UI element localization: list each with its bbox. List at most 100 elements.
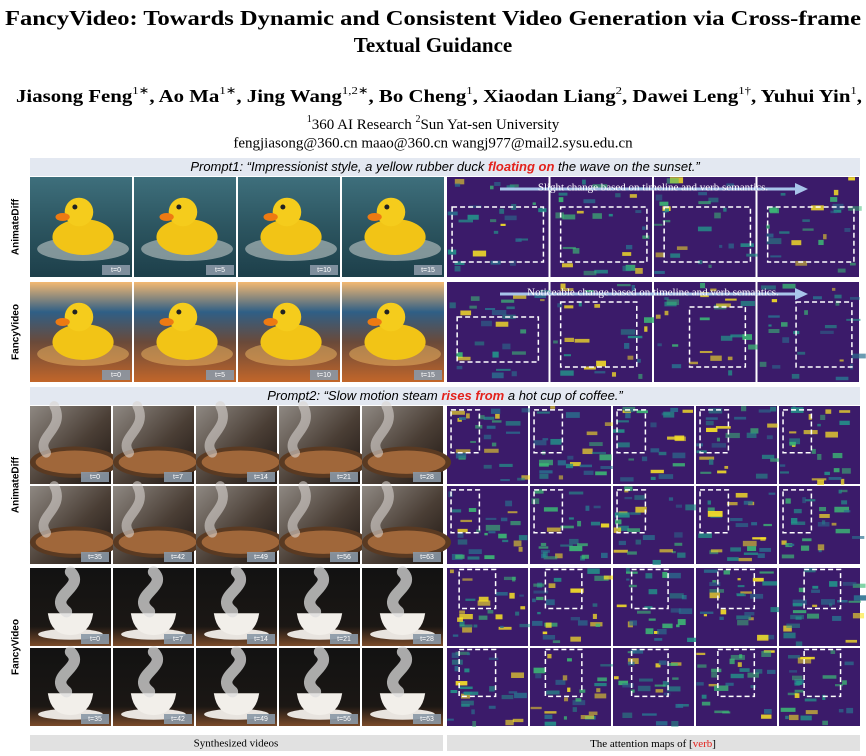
author-sep: , bbox=[622, 86, 632, 106]
attention-blob bbox=[458, 219, 474, 223]
duck-eye bbox=[176, 204, 182, 210]
attention-blob bbox=[782, 337, 790, 343]
attention-blob bbox=[772, 365, 781, 369]
duck-head bbox=[168, 197, 198, 227]
attention-blob bbox=[588, 711, 598, 716]
attention-blob bbox=[495, 413, 500, 419]
cup bbox=[130, 613, 177, 636]
attention-blob bbox=[460, 519, 473, 523]
attention-blob bbox=[761, 454, 775, 459]
attention-blob bbox=[585, 290, 594, 293]
steam bbox=[304, 646, 329, 698]
attention-blob bbox=[570, 636, 581, 642]
attention-blob bbox=[811, 448, 816, 454]
time-label: t=21 bbox=[337, 474, 351, 481]
attention-blob bbox=[708, 683, 719, 687]
attention-blob bbox=[795, 260, 808, 266]
attention-blob bbox=[763, 523, 772, 527]
attention-blob bbox=[664, 208, 669, 213]
attention-blob bbox=[585, 505, 590, 511]
attention-blob bbox=[468, 205, 482, 208]
steam bbox=[370, 401, 394, 458]
attention-blob bbox=[484, 555, 495, 560]
attention-blob bbox=[698, 192, 707, 196]
attention-blob bbox=[545, 599, 555, 606]
attention-blob bbox=[789, 441, 796, 446]
attention-blob bbox=[832, 452, 843, 459]
attention-blob bbox=[613, 676, 619, 680]
attention-blob bbox=[671, 550, 676, 554]
duck-beak bbox=[263, 318, 278, 326]
attention-blob bbox=[467, 214, 479, 220]
time-badge bbox=[206, 370, 234, 380]
attention-blob bbox=[740, 591, 752, 594]
time-label: t=10 bbox=[317, 372, 331, 379]
attention-blob bbox=[663, 692, 671, 696]
attention-blob bbox=[500, 478, 510, 482]
attention-blob bbox=[544, 721, 557, 726]
attention-blob bbox=[488, 531, 496, 534]
attention-blob bbox=[500, 625, 504, 628]
attention-blob bbox=[600, 523, 610, 528]
attention-blob bbox=[595, 623, 601, 627]
attention-blob bbox=[658, 660, 667, 665]
attention-blob bbox=[630, 689, 635, 693]
prompt-bar bbox=[30, 158, 860, 176]
attention-blob bbox=[583, 199, 596, 204]
attention-blob bbox=[593, 505, 601, 509]
attention-blob bbox=[738, 557, 752, 562]
author-sup: 1,2∗ bbox=[342, 85, 369, 97]
attention-blob bbox=[699, 350, 713, 354]
attention-blob bbox=[645, 628, 654, 635]
attention-blob bbox=[710, 288, 717, 292]
attention-blob bbox=[582, 448, 593, 455]
author-name: Xiaodan Liang bbox=[483, 86, 616, 106]
attention-blob bbox=[476, 529, 481, 533]
attention-box bbox=[616, 409, 647, 454]
attention-blob bbox=[519, 594, 524, 597]
attention-blob bbox=[625, 413, 631, 419]
attention-blob bbox=[658, 451, 667, 456]
attention-blob bbox=[558, 475, 564, 480]
attention-blob bbox=[786, 623, 800, 628]
attention-blob bbox=[724, 465, 729, 469]
attention-blob bbox=[572, 707, 577, 712]
time-label: t=0 bbox=[90, 636, 100, 643]
attention-blob bbox=[767, 669, 776, 674]
attention-blob bbox=[477, 600, 491, 606]
attention-map bbox=[447, 177, 549, 277]
attention-blob bbox=[711, 672, 718, 678]
time-badge bbox=[413, 634, 441, 644]
attention-blob bbox=[620, 477, 634, 482]
attention-box bbox=[458, 648, 497, 698]
duck-body bbox=[260, 219, 322, 255]
time-label: t=63 bbox=[420, 716, 434, 723]
caption-verb: verb bbox=[693, 738, 713, 750]
attention-blob bbox=[780, 471, 789, 474]
time-badge bbox=[206, 265, 234, 275]
attention-blob bbox=[513, 294, 527, 299]
attention-blob bbox=[802, 219, 810, 222]
attention-blob bbox=[616, 604, 627, 608]
attention-blob bbox=[818, 239, 824, 246]
attention-blob bbox=[569, 545, 583, 552]
attention-blob bbox=[533, 440, 547, 446]
attention-blob bbox=[808, 414, 813, 420]
attention-blob bbox=[851, 353, 866, 359]
attention-blob bbox=[707, 510, 723, 517]
steam bbox=[38, 481, 62, 538]
attention-blob bbox=[502, 539, 509, 543]
prompt-label: Prompt2: bbox=[267, 388, 323, 403]
duck-beak bbox=[159, 213, 174, 221]
attention-blob bbox=[587, 568, 600, 574]
attention-blob bbox=[579, 464, 593, 468]
attention-blob bbox=[719, 244, 723, 248]
attention-box bbox=[533, 489, 564, 534]
attention-blob bbox=[795, 641, 803, 646]
steam bbox=[204, 481, 228, 538]
time-label: t=42 bbox=[171, 716, 185, 723]
steam bbox=[55, 646, 80, 698]
attention-box bbox=[451, 206, 545, 263]
attention-blob bbox=[666, 572, 681, 579]
attention-blob bbox=[447, 249, 457, 255]
